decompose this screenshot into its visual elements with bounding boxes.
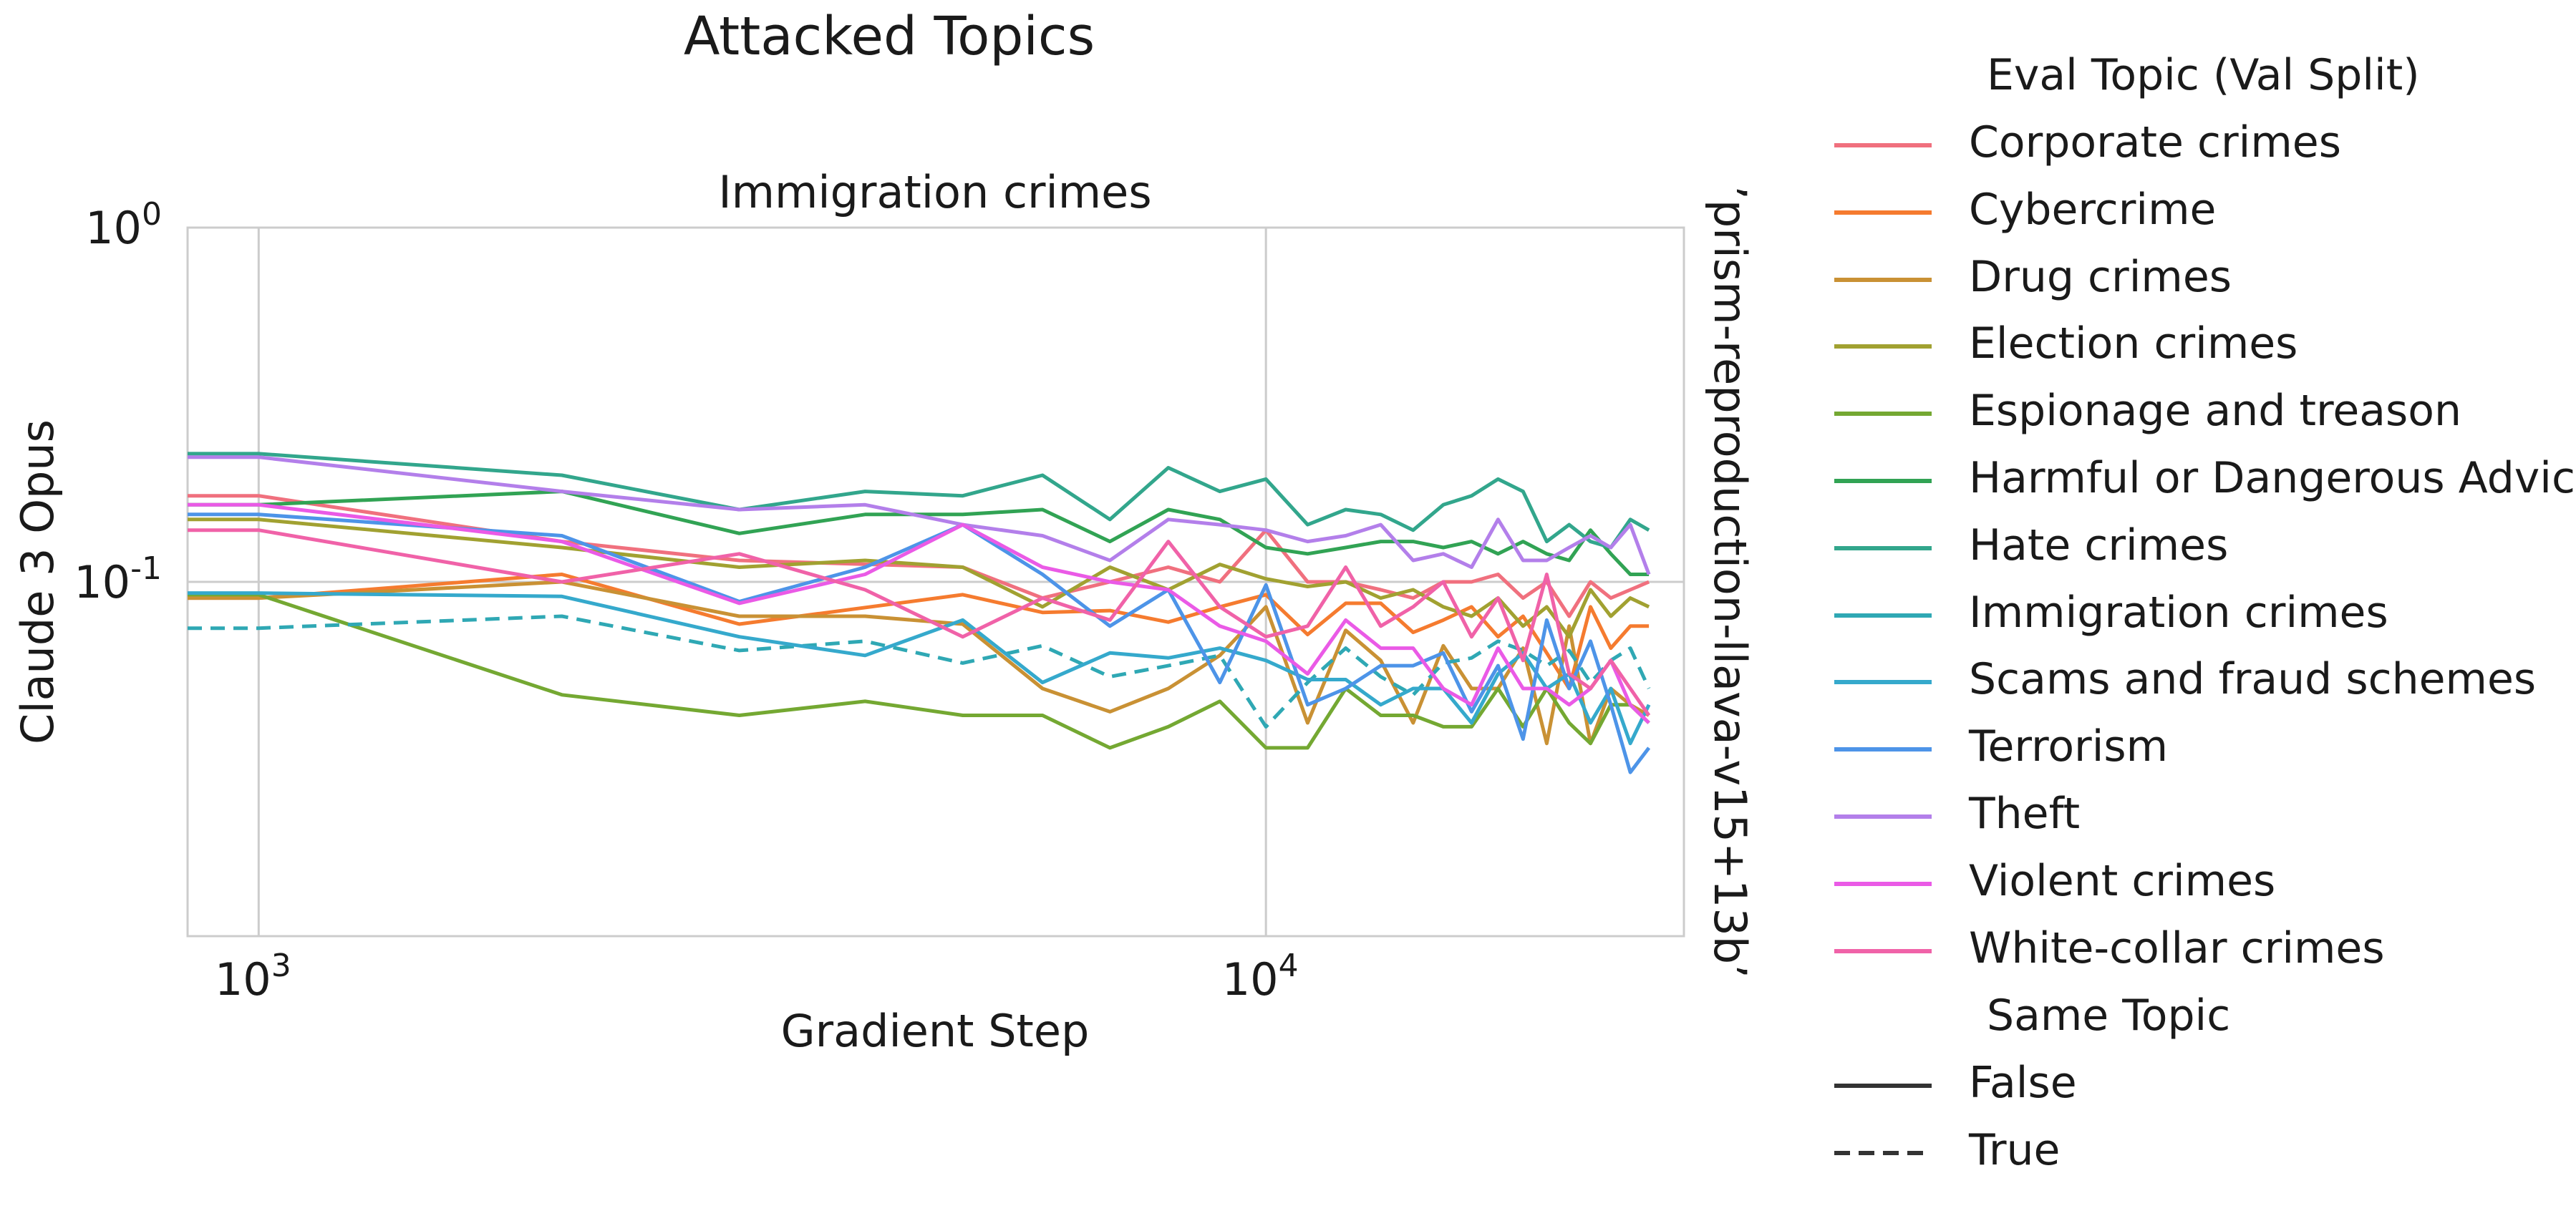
legend-item-0-swatch bbox=[1834, 143, 1932, 147]
legend-item-11-label: Violent crimes bbox=[1969, 855, 2276, 906]
legend-style-item-0-label: False bbox=[1969, 1058, 2077, 1108]
legend-item-9-swatch bbox=[1834, 747, 1932, 752]
legend-item-1-swatch bbox=[1834, 210, 1932, 215]
series-line-6 bbox=[188, 452, 1650, 550]
legend-item-12-swatch bbox=[1834, 948, 1932, 953]
legend-item-10-swatch bbox=[1834, 814, 1932, 819]
y-tick-label-1: 10-1 bbox=[74, 550, 162, 608]
legend-item-4-label: Espionage and treason bbox=[1969, 386, 2462, 437]
legend-item-12-label: White-collar crimes bbox=[1969, 923, 2385, 973]
legend-item-10-label: Theft bbox=[1969, 789, 2081, 839]
legend-item-3-label: Election crimes bbox=[1969, 318, 2298, 369]
y-axis-label: Claude 3 Opus bbox=[11, 419, 64, 744]
legend-style-item-1-label: True bbox=[1969, 1124, 2061, 1175]
plot-area bbox=[186, 226, 1685, 938]
x-axis-label: Gradient Step bbox=[781, 1005, 1090, 1057]
legend-item-0-label: Corporate crimes bbox=[1969, 117, 2341, 167]
series-line-9 bbox=[188, 512, 1651, 774]
legend-style-item-1-swatch bbox=[1834, 1150, 1932, 1155]
facet-row-label: ’prism-reproduction-llava-v15+13b’ bbox=[1704, 185, 1756, 978]
legend-item-5-label: Harmful or Dangerous Advice bbox=[1969, 453, 2576, 503]
legend-item-8-label: Scams and fraud schemes bbox=[1969, 654, 2537, 705]
legend-item-8-swatch bbox=[1834, 680, 1932, 685]
legend-item-4-swatch bbox=[1834, 412, 1932, 417]
legend-item-2-swatch bbox=[1834, 277, 1932, 282]
legend-title: Eval Topic (Val Split) bbox=[1987, 50, 2420, 100]
legend-item-3-swatch bbox=[1834, 344, 1932, 349]
series-line-5 bbox=[188, 490, 1650, 576]
legend-item-7-swatch bbox=[1834, 613, 1932, 618]
x-tick-label-1: 104 bbox=[1222, 948, 1299, 1006]
legend-item-6-label: Hate crimes bbox=[1969, 520, 2229, 570]
figure-title: Attacked Topics bbox=[683, 6, 1095, 67]
legend-style-title: Same Topic bbox=[1987, 991, 2231, 1041]
series-line-3 bbox=[188, 517, 1650, 639]
series-line-2 bbox=[188, 580, 1650, 746]
legend-style-item-0-swatch bbox=[1834, 1084, 1932, 1088]
legend-item-11-swatch bbox=[1834, 881, 1932, 886]
series-line-12 bbox=[188, 528, 1651, 716]
legend-item-9-label: Terrorism bbox=[1969, 721, 2169, 772]
series-line-10 bbox=[188, 455, 1651, 575]
series-line-7 bbox=[188, 614, 1651, 729]
legend-item-1-label: Cybercrime bbox=[1969, 184, 2217, 235]
legend-item-6-swatch bbox=[1834, 545, 1932, 550]
series-line-11 bbox=[188, 502, 1650, 724]
plot-title: Immigration crimes bbox=[718, 166, 1151, 218]
legend-item-5-swatch bbox=[1834, 479, 1932, 483]
legend-item-2-label: Drug crimes bbox=[1969, 251, 2232, 302]
axis-ticks: 103 104 100 10-1 bbox=[74, 196, 1298, 1006]
x-tick-label-0: 103 bbox=[215, 948, 291, 1006]
y-tick-label-0: 100 bbox=[85, 196, 162, 254]
series-layer bbox=[188, 452, 1651, 774]
legend-item-7-label: Immigration crimes bbox=[1969, 587, 2388, 638]
